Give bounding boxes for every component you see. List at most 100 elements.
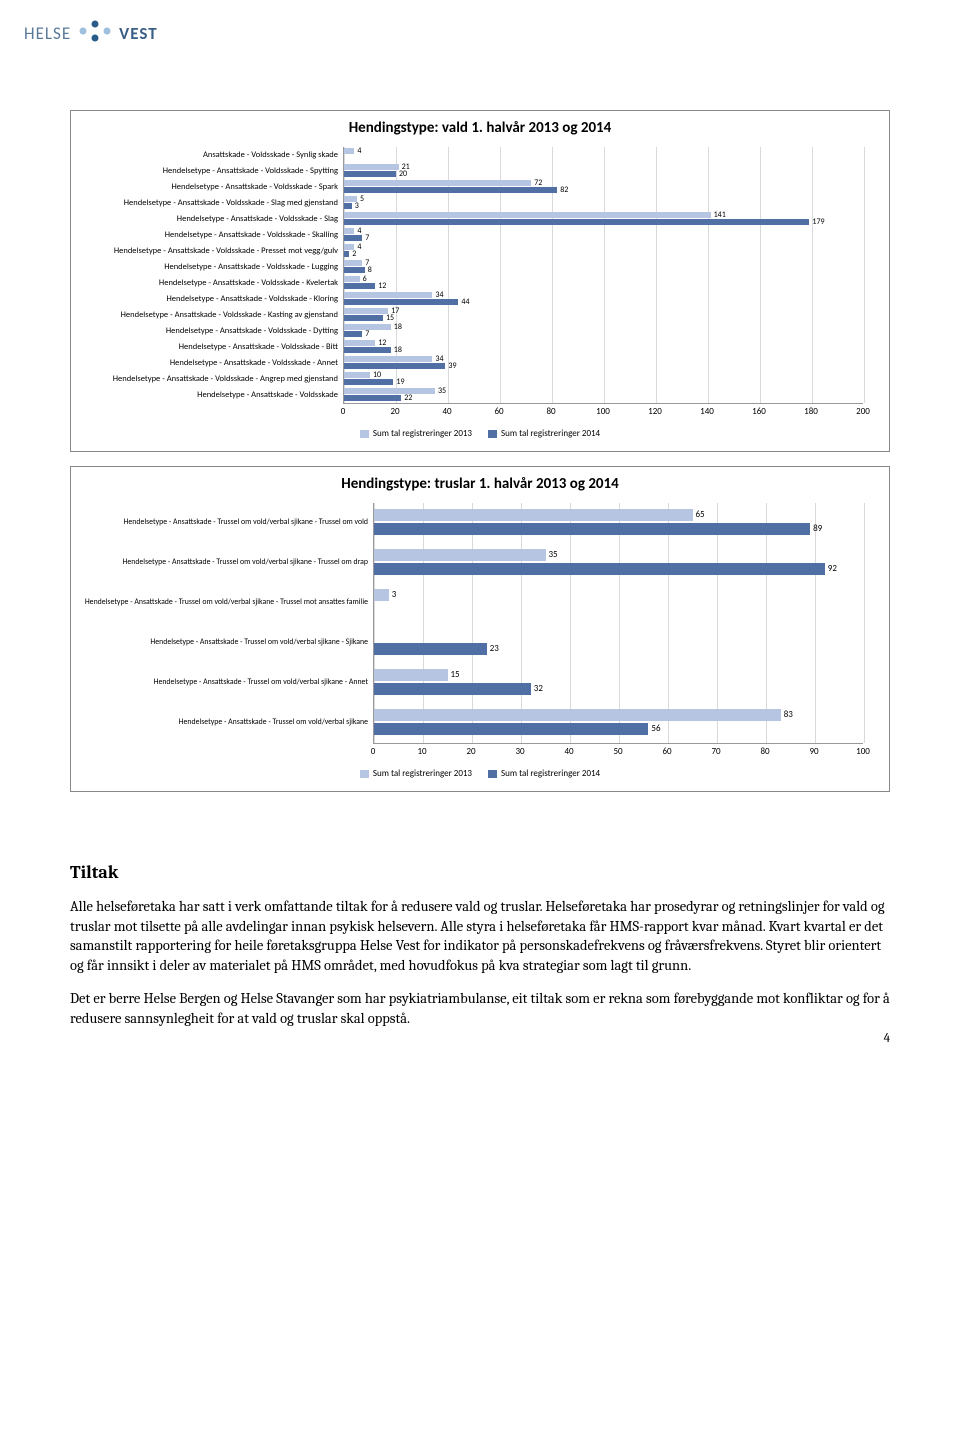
bar-value-label: 12 [375, 281, 386, 291]
x-tick-label: 180 [804, 406, 818, 417]
bar-value-label: 65 [693, 509, 705, 520]
logo-text-helse: HELSE [24, 23, 71, 44]
bar-2013: 3 [374, 589, 389, 601]
x-tick-label: 60 [662, 746, 671, 757]
bar-2013: 34 [344, 356, 432, 362]
category-label: Hendelsetype - Ansattskade - Voldsskade … [84, 247, 344, 256]
bar-pair: Hendelsetype - Ansattskade - Voldsskade … [344, 275, 863, 291]
x-tick-label: 80 [760, 746, 769, 757]
bar-2014: 179 [344, 219, 809, 225]
bar-2013: 21 [344, 164, 399, 170]
category-label: Hendelsetype - Ansattskade - Voldsskade … [84, 279, 344, 288]
bar-2013: 6 [344, 276, 360, 282]
chart-vald: Hendingstype: vald 1. halvår 2013 og 201… [70, 110, 890, 452]
x-tick-label: 0 [371, 746, 376, 757]
logo: HELSE VEST [24, 20, 158, 47]
legend-swatch [488, 770, 497, 778]
category-label: Hendelsetype - Ansattskade - Voldsskade [84, 391, 344, 400]
bar-value-label: 23 [487, 643, 499, 654]
category-label: Hendelsetype - Ansattskade - Trussel om … [84, 679, 374, 687]
bar-2014: 92 [374, 563, 825, 575]
chart-truslar: Hendingstype: truslar 1. halvår 2013 og … [70, 466, 890, 792]
bar-pair: Hendelsetype - Ansattskade - Trussel om … [374, 703, 863, 743]
chart1-title: Hendingstype: vald 1. halvår 2013 og 201… [83, 119, 877, 137]
bar-value-label: 32 [531, 683, 543, 694]
bar-value-label: 2 [349, 249, 356, 259]
page-number: 4 [884, 1031, 890, 1046]
bar-2014: 15 [344, 315, 383, 321]
bar-value-label: 35 [435, 386, 446, 396]
category-label: Hendelsetype - Ansattskade - Voldsskade … [84, 167, 344, 176]
legend-swatch [360, 430, 369, 438]
bar-pair: Hendelsetype - Ansattskade - Voldsskade … [344, 355, 863, 371]
bar-2013: 4 [344, 228, 354, 234]
bar-value-label: 22 [401, 393, 412, 403]
x-tick-label: 20 [390, 406, 399, 417]
bar-value-label: 18 [391, 322, 402, 332]
legend-item: Sum tal registreringer 2014 [488, 428, 600, 439]
category-label: Hendelsetype - Ansattskade - Voldsskade … [84, 295, 344, 304]
x-tick-label: 0 [341, 406, 346, 417]
x-tick-label: 200 [856, 406, 870, 417]
bar-2014: 19 [344, 379, 393, 385]
category-label: Hendelsetype - Ansattskade - Trussel om … [84, 599, 374, 607]
bar-2014: 7 [344, 235, 362, 241]
x-tick-label: 160 [752, 406, 766, 417]
category-label: Hendelsetype - Ansattskade - Voldsskade … [84, 231, 344, 240]
logo-dots-icon [77, 20, 113, 47]
bar-pair: Hendelsetype - Ansattskade - Voldsskade … [344, 179, 863, 195]
x-tick-label: 100 [596, 406, 610, 417]
bar-value-label: 89 [810, 523, 822, 534]
x-tick-label: 100 [856, 746, 870, 757]
legend-label: Sum tal registreringer 2014 [501, 428, 600, 439]
x-tick-label: 140 [700, 406, 714, 417]
category-label: Hendelsetype - Ansattskade - Trussel om … [84, 639, 374, 647]
bar-2013: 83 [374, 709, 781, 721]
bar-value-label: 4 [354, 146, 361, 156]
category-label: Hendelsetype - Ansattskade - Voldsskade … [84, 327, 344, 336]
bar-2014: 82 [344, 187, 557, 193]
bar-pair: Hendelsetype - Ansattskade - Trussel om … [374, 583, 863, 623]
bar-2013: 35 [374, 549, 546, 561]
category-label: Hendelsetype - Ansattskade - Voldsskade … [84, 199, 344, 208]
x-tick-label: 40 [564, 746, 573, 757]
bar-pair: Hendelsetype - Ansattskade - Voldsskade … [344, 211, 863, 227]
category-label: Hendelsetype - Ansattskade - Voldsskade … [84, 375, 344, 384]
bar-pair: Hendelsetype - Ansattskade - Voldsskade … [344, 227, 863, 243]
bar-value-label: 82 [557, 185, 568, 195]
bar-value-label: 83 [781, 709, 793, 720]
category-label: Hendelsetype - Ansattskade - Trussel om … [84, 559, 374, 567]
legend: Sum tal registreringer 2013 Sum tal regis… [83, 768, 877, 779]
grid-line [864, 147, 865, 403]
bar-2014: 22 [344, 395, 401, 401]
bar-value-label: 7 [362, 329, 369, 339]
legend-label: Sum tal registreringer 2013 [373, 768, 472, 779]
legend-label: Sum tal registreringer 2014 [501, 768, 600, 779]
bar-2014: 7 [344, 331, 362, 337]
legend-item: Sum tal registreringer 2013 [360, 768, 472, 779]
paragraph-2: Det er berre Helse Bergen og Helse Stava… [70, 989, 890, 1028]
bar-pair: Hendelsetype - Ansattskade - Trussel om … [374, 623, 863, 663]
x-tick-label: 60 [494, 406, 503, 417]
x-tick-label: 20 [466, 746, 475, 757]
x-tick-label: 70 [711, 746, 720, 757]
bar-value-label: 39 [445, 361, 456, 371]
legend-item: Sum tal registreringer 2013 [360, 428, 472, 439]
legend-label: Sum tal registreringer 2013 [373, 428, 472, 439]
bar-2013: 72 [344, 180, 531, 186]
grid-line [864, 503, 865, 743]
bar-2013: 141 [344, 212, 711, 218]
bar-2014: 3 [344, 203, 352, 209]
category-label: Hendelsetype - Ansattskade - Trussel om … [84, 719, 374, 727]
category-label: Hendelsetype - Ansattskade - Voldsskade … [84, 183, 344, 192]
bar-pair: Hendelsetype - Ansattskade - Voldsskade … [344, 339, 863, 355]
x-tick-label: 120 [648, 406, 662, 417]
bar-2014: 89 [374, 523, 810, 535]
bar-2013: 4 [344, 148, 354, 154]
bar-2013: 7 [344, 260, 362, 266]
bar-value-label: 3 [352, 201, 359, 211]
bar-2013: 34 [344, 292, 432, 298]
bar-value-label: 18 [391, 345, 402, 355]
bar-pair: Hendelsetype - Ansattskade - Voldsskade … [344, 195, 863, 211]
bar-2014: 32 [374, 683, 531, 695]
